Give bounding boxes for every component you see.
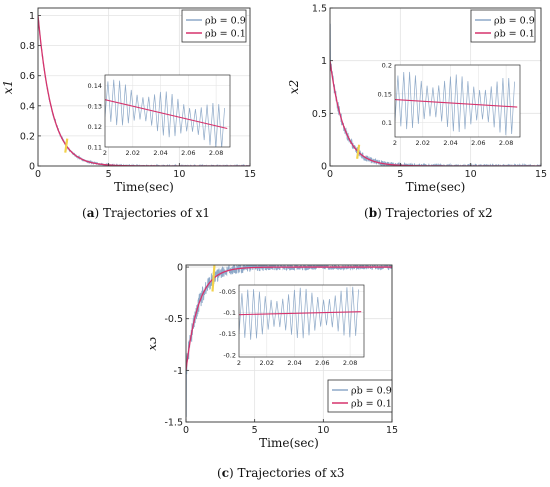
- legend-label: ρb = 0.1: [351, 399, 392, 410]
- inset-x-tick-label: 2.02: [260, 359, 274, 367]
- inset-y-tick-label: -0.05: [219, 288, 236, 296]
- inset-frame: [104, 74, 231, 148]
- y-tick-label: 0: [29, 162, 35, 173]
- inset-frame: [394, 64, 521, 138]
- caption-b: (b) Trajectories of x2: [364, 206, 493, 220]
- inset-y-tick-label: 0.11: [88, 144, 102, 152]
- y-tick-label: 0.6: [20, 71, 35, 82]
- inset-y-tick-label: 0.12: [88, 123, 102, 131]
- y-tick-label: -0.5: [164, 314, 183, 325]
- x-tick-label: 5: [397, 169, 403, 180]
- legend: ρb = 0.9 ρb = 0.1: [181, 9, 247, 43]
- inset-series: [239, 286, 362, 340]
- series-line-rho-0-9: [186, 265, 392, 417]
- legend: ρb = 0.9 ρb = 0.1: [470, 9, 536, 43]
- axes-frame: [329, 7, 542, 167]
- x-axis-label: Time(sec): [406, 180, 466, 194]
- zoom-marker: [64, 138, 69, 153]
- inset-x-tick-label: 2.02: [126, 149, 140, 157]
- inset-y-tick-label: 0.14: [88, 82, 102, 90]
- legend: ρb = 0.9 ρb = 0.1: [327, 379, 393, 413]
- y-tick-label: 0.2: [20, 131, 35, 142]
- y-axis-label: x2: [287, 80, 301, 94]
- inset-x-tick-label: 2.06: [471, 139, 485, 147]
- inset-y-tick-label: -0.1: [223, 309, 236, 317]
- inset-y-tick-label: 0.15: [378, 90, 392, 98]
- axes-frame: [37, 7, 251, 167]
- x-tick-label: 15: [535, 169, 547, 180]
- inset-x-tick-label: 2.04: [287, 359, 301, 367]
- legend-box: [181, 9, 247, 43]
- x-tick-label: 0: [327, 169, 333, 180]
- x-axis-label: Time(sec): [259, 436, 319, 450]
- series-group: [186, 265, 392, 417]
- legend-label: ρb = 0.9: [351, 386, 392, 397]
- x-axis-label: Time(sec): [114, 180, 174, 194]
- inset-frame: [238, 284, 365, 358]
- y-tick-label: 0.5: [312, 109, 327, 120]
- inset-x-tick-label: 2.08: [209, 149, 223, 157]
- x-tick-label: 15: [386, 425, 398, 436]
- y-axis-label: x1: [1, 80, 15, 94]
- inset-x-tick-label: 2.08: [499, 139, 513, 147]
- inset-x-tick-label: 2.04: [153, 149, 167, 157]
- inset-y-tick-label: -0.15: [219, 330, 236, 338]
- x-tick-label: 15: [244, 169, 256, 180]
- inset: 2 2.02 2.04 2.06 2.08 0.1 0.15 0.2: [378, 62, 521, 147]
- inset-x-tick-label: 2.06: [315, 359, 329, 367]
- inset-y-tick-label: 0.2: [382, 62, 392, 70]
- inset-x-tick-label: 2.04: [443, 139, 457, 147]
- legend-label: ρb = 0.1: [494, 29, 535, 40]
- inset: 2 2.02 2.04 2.06 2.08 -0.2 -0.15 -0.1 -0.05: [219, 284, 365, 367]
- series-line-rho-0-1: [186, 266, 392, 371]
- y-tick-label: 0.4: [20, 101, 35, 112]
- caption-c: (c) Trajectories of x3: [217, 466, 345, 480]
- inset-x-tick-label: 2: [237, 359, 241, 367]
- inset-series: [395, 71, 518, 136]
- inset-y-tick-label: 0.1: [382, 119, 392, 127]
- inset-x-tick-label: 2: [103, 149, 107, 157]
- y-tick-label: -1.5: [164, 418, 183, 429]
- legend-label: ρb = 0.1: [205, 29, 246, 40]
- x-tick-label: 10: [465, 169, 477, 180]
- x-tick-label: 10: [317, 425, 329, 436]
- y-tick-label: 1.5: [312, 4, 327, 15]
- inset-line-rho-0-1: [239, 311, 362, 316]
- inset-series: [105, 79, 228, 147]
- y-tick-label: -1: [174, 366, 183, 377]
- inset: 2 2.02 2.04 2.06 2.08 0.11 0.12 0.13 0.14: [88, 74, 231, 157]
- inset-x-tick-label: 2.08: [343, 359, 357, 367]
- y-tick-label: 0.8: [20, 41, 35, 52]
- legend-box: [470, 9, 536, 43]
- legend-box: [327, 379, 393, 413]
- zoom-marker: [356, 144, 361, 159]
- inset-x-tick-label: 2.06: [181, 149, 195, 157]
- inset-y-tick-label: 0.13: [88, 102, 102, 110]
- x-tick-label: 5: [252, 425, 258, 436]
- inset-y-tick-label: -0.2: [223, 351, 236, 359]
- inset-line-rho-0-1: [105, 99, 228, 130]
- x-tick-label: 10: [173, 169, 185, 180]
- y-tick-label: 1: [321, 56, 327, 67]
- legend-label: ρb = 0.9: [205, 16, 246, 27]
- x-tick-label: 5: [106, 169, 112, 180]
- inset-x-tick-label: 2.02: [416, 139, 430, 147]
- axes-frame: [185, 264, 393, 423]
- y-tick-label: 1: [29, 11, 35, 22]
- inset-line-rho-0-1: [395, 99, 518, 108]
- y-axis-label: x3: [150, 336, 159, 351]
- inset-x-tick-label: 2: [393, 139, 397, 147]
- x-tick-label: 0: [35, 169, 41, 180]
- caption-a: (a) Trajectories of x1: [82, 206, 210, 220]
- y-tick-label: 0: [321, 162, 327, 173]
- x-tick-label: 0: [183, 425, 189, 436]
- y-tick-label: 0: [177, 263, 183, 274]
- zoom-marker: [211, 265, 216, 292]
- legend-label: ρb = 0.9: [494, 16, 535, 27]
